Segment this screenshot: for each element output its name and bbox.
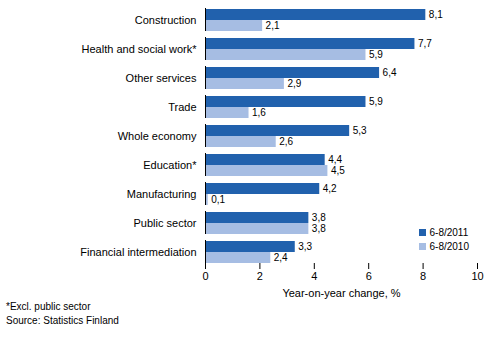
svg-text:2,9: 2,9 — [287, 78, 301, 89]
svg-text:Other services: Other services — [126, 72, 197, 84]
html-text:6-8/2011: 6-8/2011 — [429, 227, 469, 238]
svg-text:Public sector: Public sector — [134, 217, 197, 229]
svg-text:8: 8 — [420, 270, 426, 282]
svg-text:10: 10 — [471, 270, 483, 282]
svg-text:Health and social work*: Health and social work* — [82, 43, 198, 55]
html-text:*Excl. public sector: *Excl. public sector — [6, 301, 91, 312]
svg-text:6,4: 6,4 — [383, 67, 397, 78]
svg-text:Education*: Education* — [143, 159, 197, 171]
svg-text:4,4: 4,4 — [328, 154, 342, 165]
svg-text:6: 6 — [366, 270, 372, 282]
svg-text:2,6: 2,6 — [279, 136, 293, 147]
svg-text:3,8: 3,8 — [312, 223, 326, 234]
svg-text:Financial intermediation: Financial intermediation — [80, 246, 196, 258]
html-text:Source: Statistics Finland: Source: Statistics Finland — [6, 315, 119, 326]
svg-text:Construction: Construction — [135, 14, 197, 26]
svg-text:Whole economy: Whole economy — [118, 130, 197, 142]
svg-text:8,1: 8,1 — [429, 9, 443, 20]
html-text:6-8/2010: 6-8/2010 — [429, 241, 469, 252]
svg-text:2: 2 — [257, 270, 263, 282]
svg-text:4,5: 4,5 — [331, 165, 345, 176]
svg-text:Trade: Trade — [168, 101, 196, 113]
svg-text:4,2: 4,2 — [323, 183, 337, 194]
svg-text:Year-on-year change, %: Year-on-year change, % — [282, 287, 400, 299]
svg-text:Manufacturing: Manufacturing — [127, 188, 197, 200]
svg-text:2,4: 2,4 — [274, 252, 288, 263]
svg-text:0,1: 0,1 — [211, 194, 225, 205]
svg-text:5,9: 5,9 — [369, 96, 383, 107]
svg-text:1,6: 1,6 — [252, 107, 266, 118]
svg-text:5,9: 5,9 — [369, 49, 383, 60]
svg-text:2,1: 2,1 — [266, 20, 280, 31]
svg-text:3,3: 3,3 — [298, 241, 312, 252]
svg-text:5,3: 5,3 — [353, 125, 367, 136]
svg-text:3,8: 3,8 — [312, 212, 326, 223]
svg-text:7,7: 7,7 — [418, 38, 432, 49]
svg-text:4: 4 — [311, 270, 317, 282]
svg-text:0: 0 — [202, 270, 208, 282]
